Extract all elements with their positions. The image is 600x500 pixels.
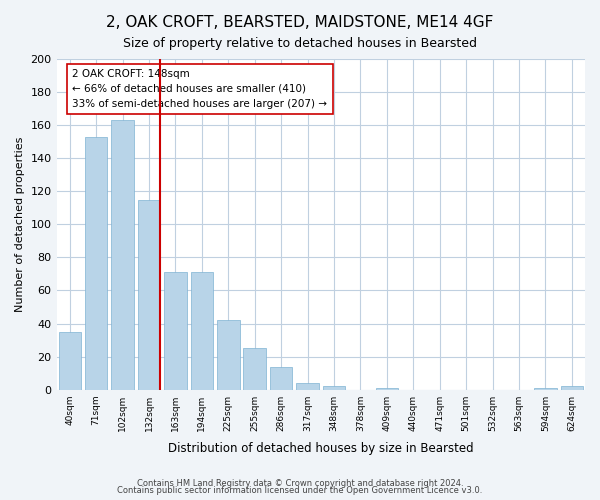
- Text: 2, OAK CROFT, BEARSTED, MAIDSTONE, ME14 4GF: 2, OAK CROFT, BEARSTED, MAIDSTONE, ME14 …: [106, 15, 494, 30]
- Bar: [534, 388, 557, 390]
- Text: Contains public sector information licensed under the Open Government Licence v3: Contains public sector information licen…: [118, 486, 482, 495]
- Bar: [296, 383, 319, 390]
- Bar: [560, 386, 583, 390]
- Bar: [244, 348, 266, 390]
- Text: Contains HM Land Registry data © Crown copyright and database right 2024.: Contains HM Land Registry data © Crown c…: [137, 478, 463, 488]
- Bar: [138, 200, 160, 390]
- Bar: [85, 136, 107, 390]
- Bar: [323, 386, 345, 390]
- Text: Size of property relative to detached houses in Bearsted: Size of property relative to detached ho…: [123, 38, 477, 51]
- Bar: [191, 272, 213, 390]
- Bar: [59, 332, 81, 390]
- X-axis label: Distribution of detached houses by size in Bearsted: Distribution of detached houses by size …: [168, 442, 473, 455]
- Bar: [270, 366, 292, 390]
- Bar: [217, 320, 239, 390]
- Y-axis label: Number of detached properties: Number of detached properties: [15, 136, 25, 312]
- Text: 2 OAK CROFT: 148sqm
← 66% of detached houses are smaller (410)
33% of semi-detac: 2 OAK CROFT: 148sqm ← 66% of detached ho…: [73, 69, 328, 108]
- Bar: [164, 272, 187, 390]
- Bar: [376, 388, 398, 390]
- Bar: [112, 120, 134, 390]
